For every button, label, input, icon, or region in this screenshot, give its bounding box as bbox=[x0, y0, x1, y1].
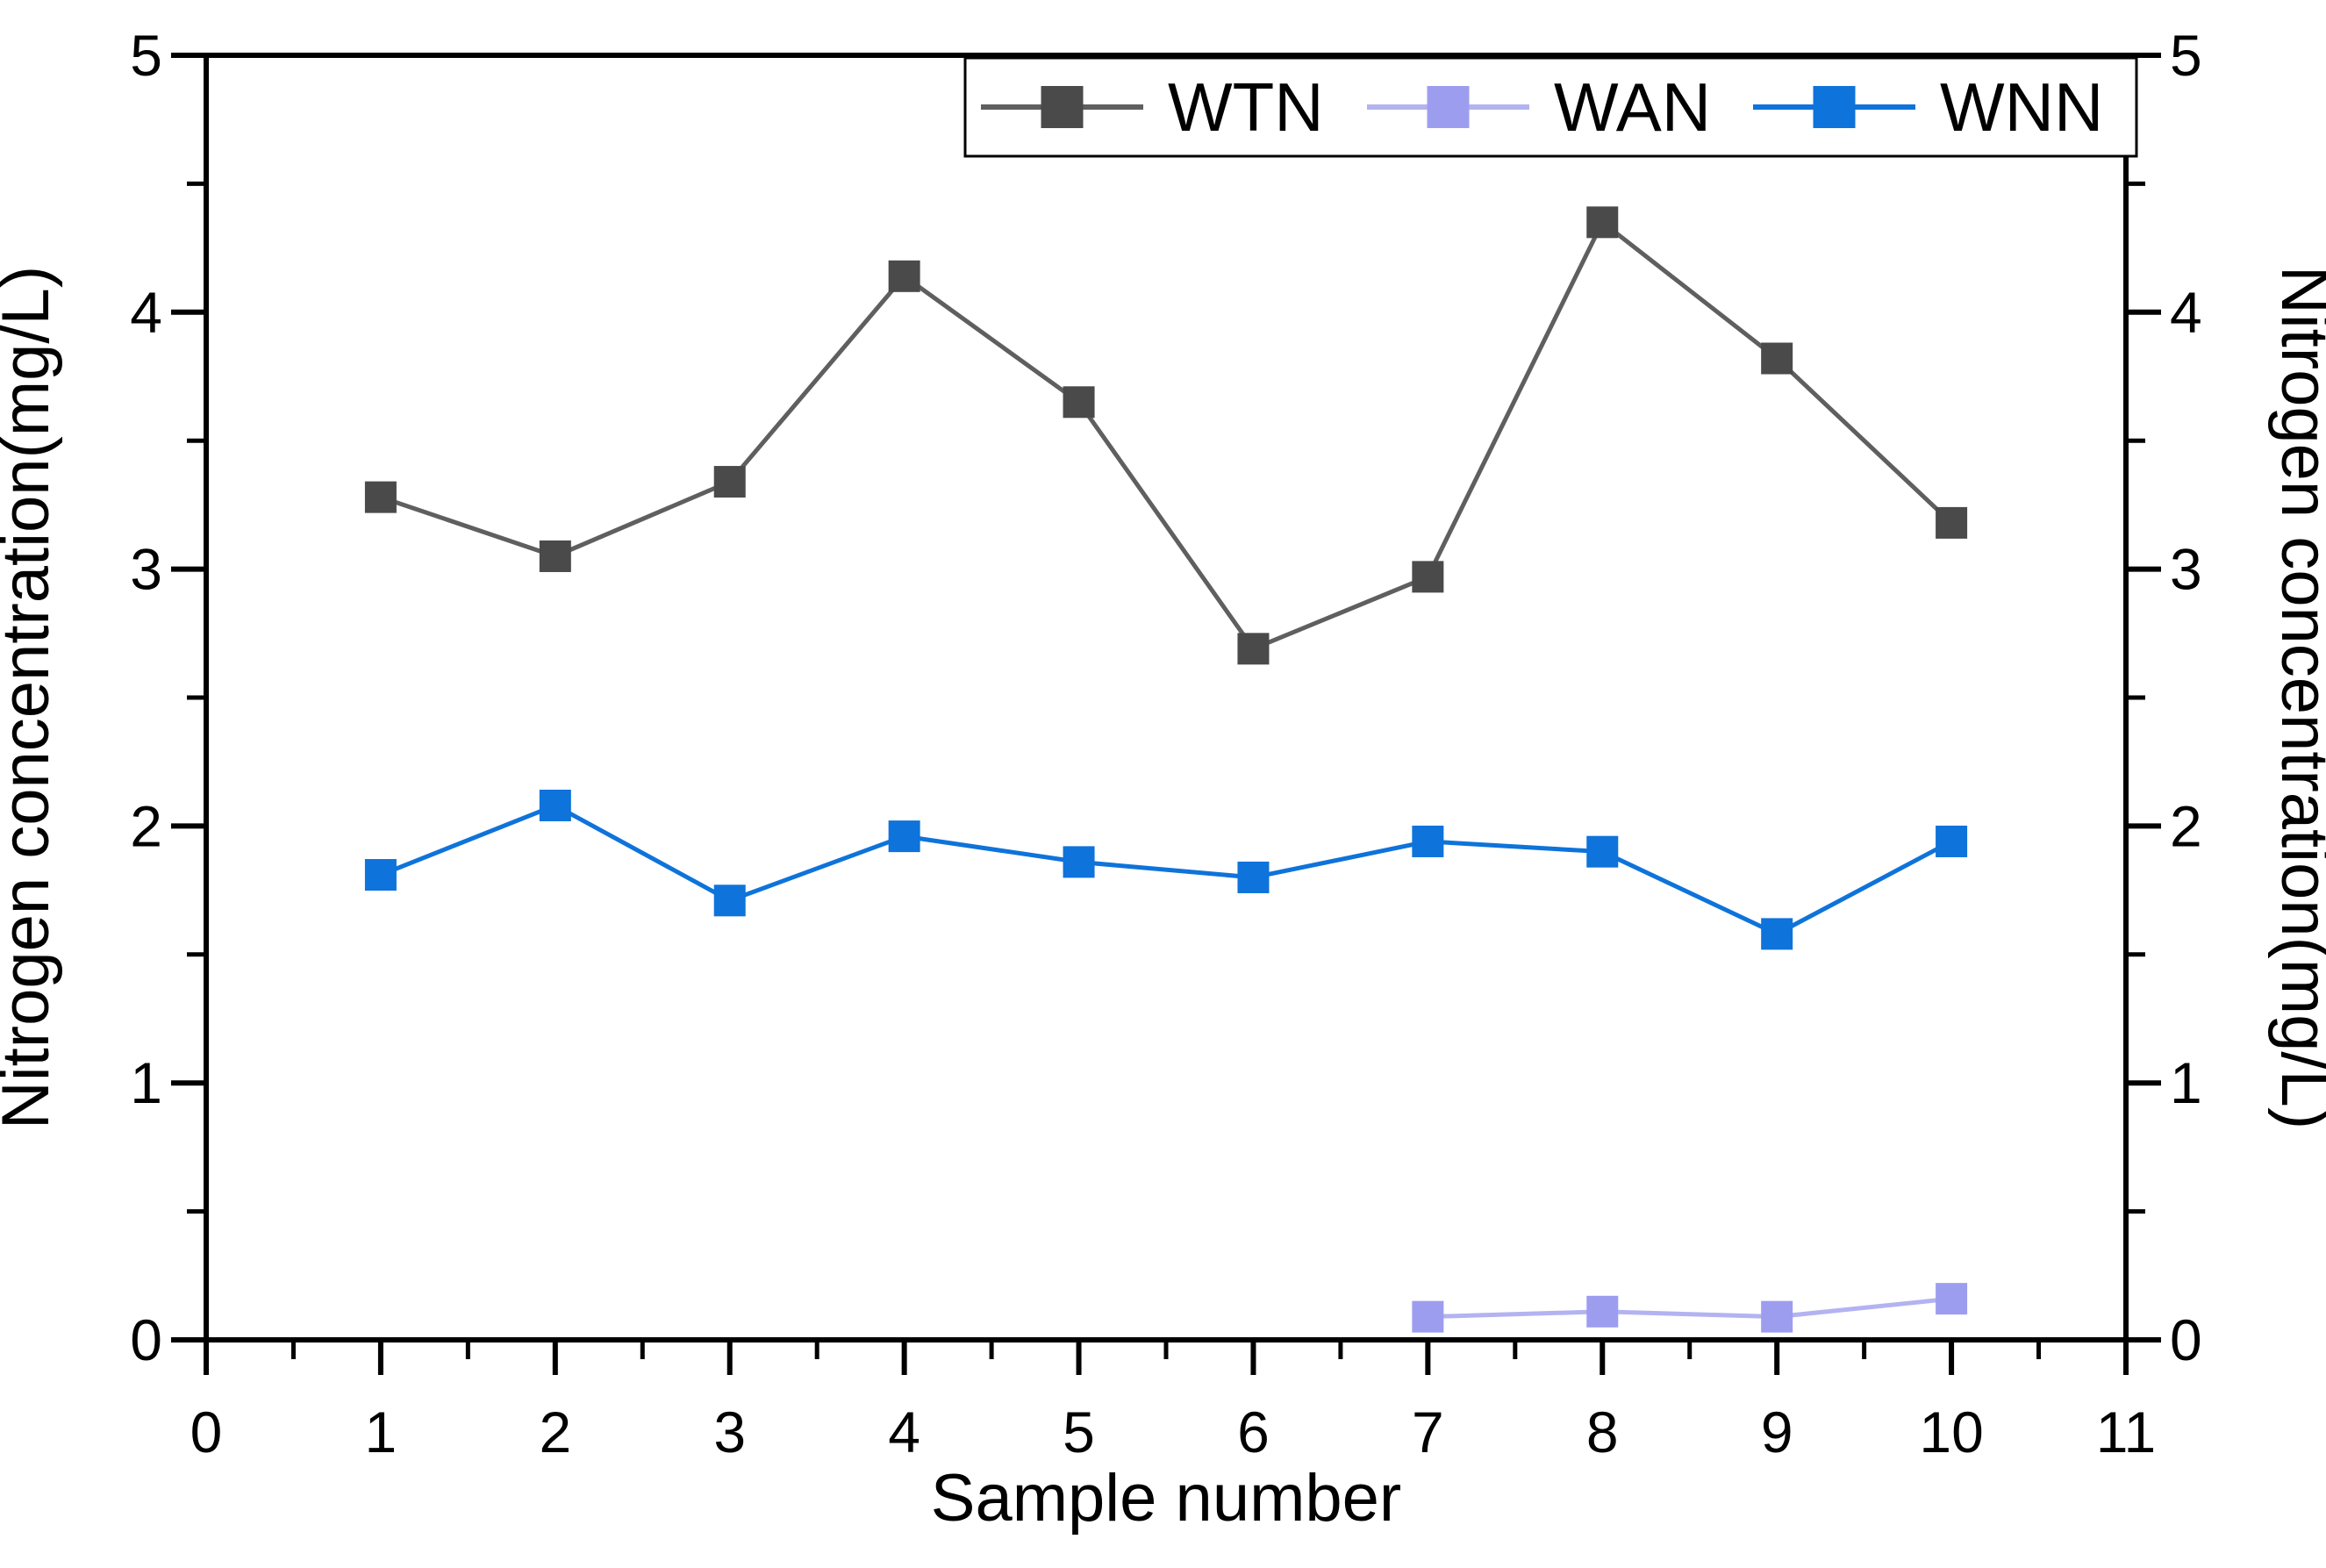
x-tick-label: 5 bbox=[1063, 1400, 1095, 1464]
series-WNN bbox=[364, 789, 1968, 950]
y-right-tick-label: 0 bbox=[2170, 1307, 2202, 1372]
series-WTN-marker bbox=[713, 466, 746, 498]
series-WTN-marker bbox=[364, 481, 397, 513]
series-WTN-marker bbox=[1586, 206, 1619, 239]
axis-tick-labels: 0 1 2 3 4 5 6 7 8 9 10 110 01 12 23 34 45 5 bbox=[130, 23, 2201, 1464]
y-left-tick-label: 3 bbox=[130, 537, 162, 602]
y-left-tick-label: 0 bbox=[130, 1307, 162, 1372]
axis-ticks bbox=[171, 53, 2161, 1375]
series-WNN-marker bbox=[539, 789, 571, 821]
series-WAN-marker bbox=[1586, 1295, 1619, 1328]
y-axis-title-left: Nitrogen concentration(mg/L) bbox=[0, 266, 63, 1129]
series-WTN-marker bbox=[888, 260, 920, 292]
legend: WTN WAN WNN bbox=[963, 56, 2138, 158]
series-WTN-marker bbox=[1237, 633, 1270, 665]
series-WNN-marker bbox=[1586, 835, 1619, 868]
series-WNN-marker bbox=[364, 859, 397, 891]
series-WNN-marker bbox=[888, 820, 920, 853]
legend-item-WTN: WTN bbox=[981, 68, 1324, 146]
x-tick-label: 0 bbox=[190, 1400, 223, 1464]
y-left-tick-label: 1 bbox=[130, 1050, 162, 1115]
legend-box bbox=[963, 56, 2138, 158]
legend-marker bbox=[1427, 86, 1470, 128]
x-tick-label: 4 bbox=[888, 1400, 920, 1464]
y-left-tick-label: 4 bbox=[130, 280, 162, 345]
y-right-tick-label: 3 bbox=[2170, 537, 2202, 602]
x-tick-label: 9 bbox=[1761, 1400, 1793, 1464]
series-WAN-marker bbox=[1936, 1283, 1968, 1315]
series-WNN-marker bbox=[1761, 918, 1793, 950]
y-left-tick-label: 2 bbox=[130, 793, 162, 858]
legend-item-WAN: WAN bbox=[1367, 68, 1711, 146]
legend-marker bbox=[1813, 86, 1856, 128]
legend-marker bbox=[1041, 86, 1084, 128]
legend-label: WNN bbox=[1940, 68, 2103, 146]
x-tick-label: 10 bbox=[1919, 1400, 1983, 1464]
series-WNN-marker bbox=[1063, 846, 1095, 878]
series-WTN-marker bbox=[1761, 342, 1793, 375]
y-left-tick-label: 5 bbox=[130, 23, 162, 88]
series-WNN-line bbox=[379, 803, 1953, 936]
x-tick-label: 2 bbox=[539, 1400, 571, 1464]
y-axis-title-right: Nitrogen concentration(mg/L) bbox=[2267, 266, 2326, 1129]
x-tick-label: 1 bbox=[365, 1400, 397, 1464]
series-WTN bbox=[364, 206, 1968, 665]
series-WAN-marker bbox=[1412, 1300, 1444, 1333]
series-WAN-marker bbox=[1761, 1300, 1793, 1333]
legend-item-WNN: WNN bbox=[1753, 68, 2103, 146]
series-WNN-marker bbox=[1936, 825, 1968, 857]
series-WTN-marker bbox=[1936, 506, 1968, 539]
series-WTN-marker bbox=[1412, 561, 1444, 593]
y-right-tick-label: 5 bbox=[2170, 23, 2202, 88]
x-axis-title: Sample number bbox=[931, 1461, 1402, 1536]
legend-label: WTN bbox=[1168, 68, 1324, 146]
x-tick-label: 11 bbox=[2096, 1400, 2157, 1464]
series-WNN-marker bbox=[1237, 861, 1270, 893]
x-tick-label: 7 bbox=[1412, 1400, 1444, 1464]
y-right-tick-label: 1 bbox=[2170, 1050, 2202, 1115]
x-tick-label: 8 bbox=[1586, 1400, 1619, 1464]
series-WTN-marker bbox=[539, 540, 571, 572]
x-tick-label: 3 bbox=[713, 1400, 746, 1464]
y-right-tick-label: 2 bbox=[2170, 793, 2202, 858]
legend-label: WAN bbox=[1554, 68, 1711, 146]
series-WAN-line bbox=[1428, 1296, 1952, 1320]
series-WNN-marker bbox=[713, 884, 746, 917]
x-tick-label: 6 bbox=[1237, 1400, 1270, 1464]
series-WNN-marker bbox=[1412, 825, 1444, 857]
series-WAN bbox=[1412, 1283, 1968, 1333]
series-WTN-line bbox=[380, 219, 1953, 651]
y-right-tick-label: 4 bbox=[2170, 280, 2202, 345]
series-WTN-marker bbox=[1063, 386, 1095, 419]
